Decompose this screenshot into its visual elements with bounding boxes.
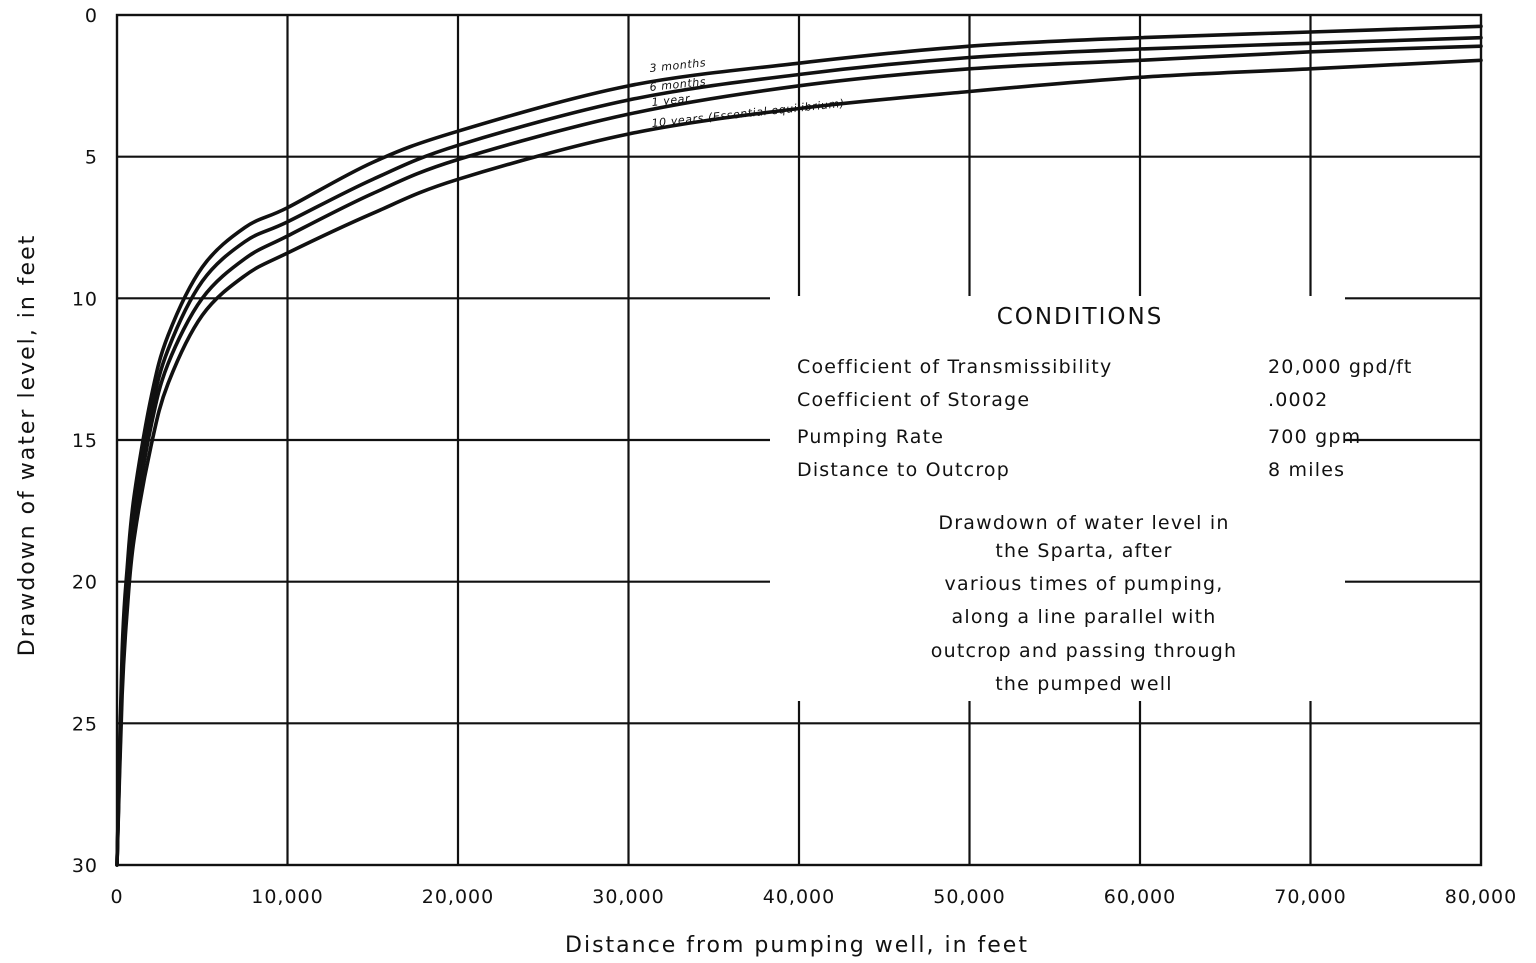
conditions-title: CONDITIONS: [997, 304, 1164, 330]
series-line-4: [115, 58, 1483, 867]
conditions-description: Drawdown of water level in the Sparta, af…: [931, 512, 1237, 695]
y-tick-label: 20: [72, 572, 98, 594]
x-tick-label: 40,000: [763, 886, 835, 908]
x-axis-label: Distance from pumping well, in feet: [565, 933, 1029, 958]
plot-frame: [115, 13, 1483, 867]
description-line: the pumped well: [995, 673, 1172, 695]
series-label-2: 6 months: [649, 75, 707, 94]
x-tick-label: 30,000: [592, 886, 664, 908]
series-label-1: 3 months: [649, 56, 707, 75]
condition-value: .0002: [1268, 389, 1328, 411]
description-line: Drawdown of water level in: [938, 512, 1229, 534]
y-tick-label: 25: [72, 713, 98, 735]
y-tick-label: 10: [72, 288, 98, 310]
y-tick-label: 15: [72, 430, 98, 452]
y-tick-label: 0: [85, 5, 98, 27]
x-tick-label: 70,000: [1274, 886, 1346, 908]
condition-value: 8 miles: [1268, 459, 1345, 481]
y-axis-label: Drawdown of water level, in feet: [15, 234, 40, 656]
x-tick-label: 50,000: [933, 886, 1005, 908]
description-line: various times of pumping,: [945, 573, 1224, 595]
condition-value: 700 gpm: [1268, 426, 1361, 448]
x-tick-label: 60,000: [1104, 886, 1176, 908]
y-tick-label: 30: [72, 855, 98, 877]
x-tick-label: 20,000: [422, 886, 494, 908]
y-tick-label: 5: [85, 147, 98, 169]
description-line: outcrop and passing through: [931, 640, 1237, 662]
conditions-panel: CONDITIONS Coefficient of Transmissibili…: [770, 296, 1413, 701]
description-line: the Sparta, after: [995, 540, 1172, 562]
x-tick-label: 80,000: [1445, 886, 1517, 908]
series-lines: [115, 24, 1483, 867]
y-tick-labels: 0 5 10 15 20 25 30: [72, 5, 98, 877]
conditions-table: Coefficient of Transmissibility 20,000 gp…: [797, 356, 1413, 481]
description-line: along a line parallel with: [952, 606, 1217, 628]
x-tick-labels: 0 10,000 20,000 30,000 40,000 50,000 60,000 70,…: [110, 886, 1517, 908]
condition-label: Distance to Outcrop: [797, 459, 1010, 481]
x-tick-label: 10,000: [251, 886, 323, 908]
x-tick-label: 0: [110, 886, 123, 908]
condition-label: Coefficient of Storage: [797, 389, 1030, 411]
condition-value: 20,000 gpd/ft: [1268, 356, 1413, 378]
condition-label: Coefficient of Transmissibility: [797, 356, 1112, 378]
condition-label: Pumping Rate: [797, 426, 944, 448]
plot-border: [115, 13, 1483, 867]
series-label-3: 1 year: [651, 92, 692, 109]
